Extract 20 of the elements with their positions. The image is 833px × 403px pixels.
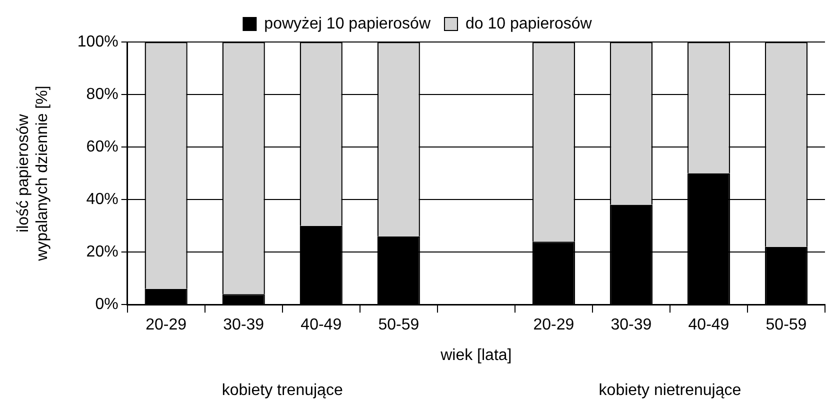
y-tick-label: 40%	[86, 190, 118, 208]
x-tick-label: 30-39	[223, 316, 264, 334]
x-tick-label: 20-29	[146, 316, 187, 334]
x-tick-label: 50-59	[766, 316, 807, 334]
y-tick-label: 100%	[77, 33, 118, 50]
legend-label: powyżej 10 papierosów	[264, 15, 431, 32]
text: kobiety trenujące	[222, 382, 343, 399]
y-tick-label: 0%	[95, 296, 118, 314]
x-tick-label: 40-49	[688, 316, 730, 334]
text: kobiety nietrenujące	[598, 382, 742, 399]
x-tick-label: 50-59	[378, 316, 420, 334]
x-tick-label: 40-49	[300, 316, 342, 334]
y-tick-label: 60%	[86, 138, 118, 156]
legend-label: do 10 papierosów	[466, 15, 592, 32]
x-tick-label: 20-29	[533, 316, 574, 334]
y-tick-label: 20%	[86, 243, 118, 260]
y-tick-label: 80%	[86, 86, 118, 103]
x-tick-label: 30-39	[610, 316, 652, 334]
x-axis-title: wiek [lata]	[440, 346, 512, 364]
y-axis-title: ilość papierosów wypalanych dziennie [%]	[15, 86, 52, 262]
